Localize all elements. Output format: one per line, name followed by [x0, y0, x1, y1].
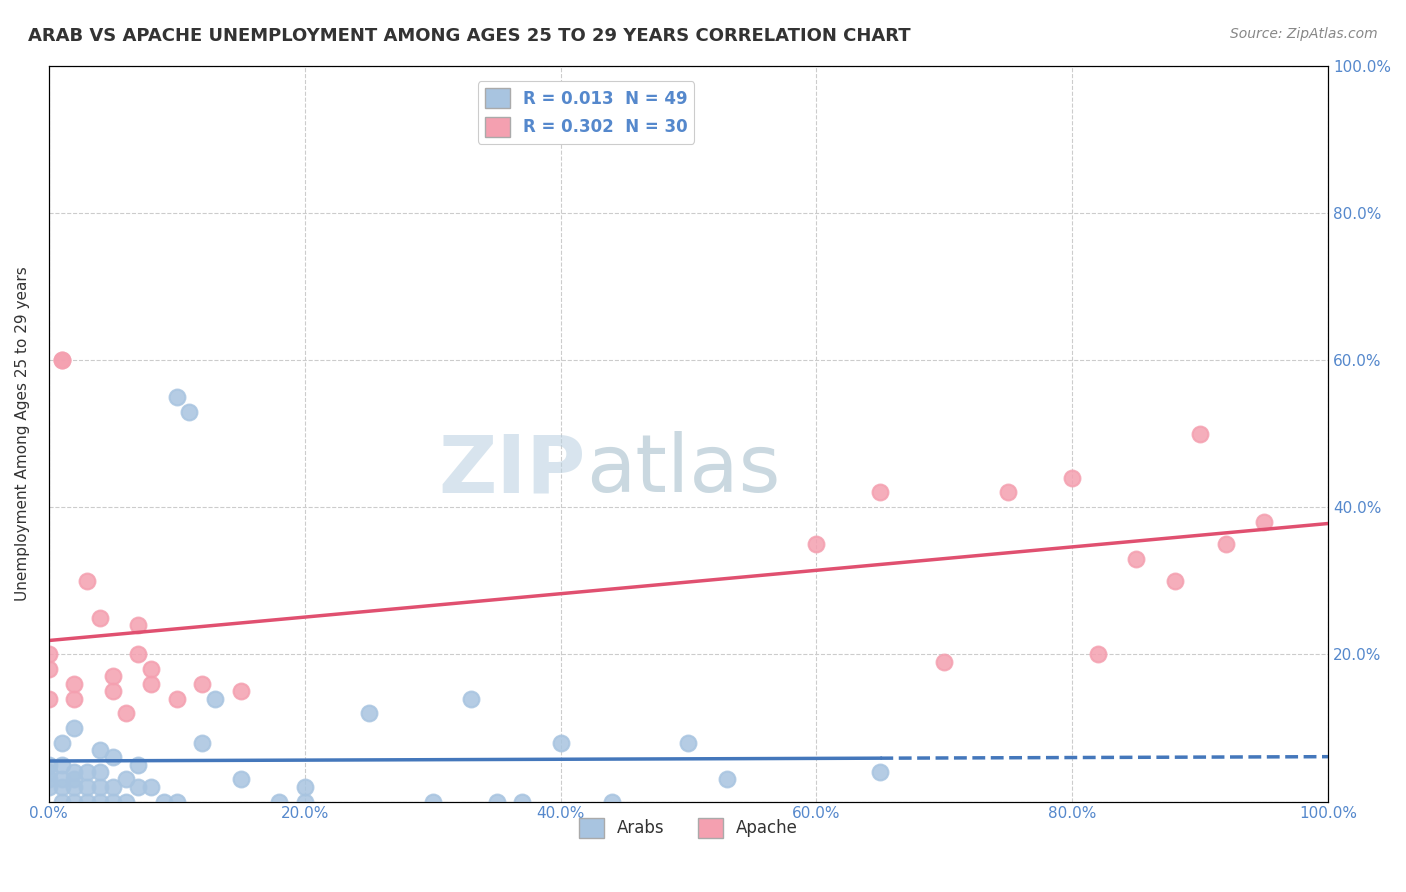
Point [101, 750, 124, 764]
Point [63, 772, 86, 787]
Point [63, 765, 86, 780]
Point [166, 691, 188, 706]
Point [229, 684, 252, 698]
Point [806, 537, 828, 551]
Point [869, 485, 891, 500]
Point [51, 772, 73, 787]
Point [1062, 471, 1084, 485]
Text: atlas: atlas [586, 432, 780, 509]
Point [114, 706, 136, 721]
Point [38, 765, 60, 780]
Point [869, 765, 891, 780]
Point [934, 655, 956, 669]
Point [1163, 574, 1185, 588]
Point [101, 795, 124, 809]
Point [63, 780, 86, 794]
Point [63, 795, 86, 809]
Point [153, 795, 176, 809]
Text: ARAB VS APACHE UNEMPLOYMENT AMONG AGES 25 TO 29 YEARS CORRELATION CHART: ARAB VS APACHE UNEMPLOYMENT AMONG AGES 2… [28, 27, 911, 45]
Point [51, 736, 73, 750]
Point [204, 691, 226, 706]
Point [191, 736, 214, 750]
Point [89, 765, 111, 780]
Point [294, 780, 316, 794]
Point [179, 404, 201, 418]
Point [89, 743, 111, 757]
Point [716, 772, 738, 787]
Point [229, 772, 252, 787]
Point [76, 795, 98, 809]
Point [1087, 648, 1109, 662]
Point [294, 795, 316, 809]
Point [1125, 551, 1147, 566]
Point [63, 677, 86, 691]
Point [191, 677, 214, 691]
Point [51, 780, 73, 794]
Point [114, 795, 136, 809]
Point [89, 780, 111, 794]
Point [89, 795, 111, 809]
Legend: Arabs, Apache: Arabs, Apache [572, 811, 804, 845]
Point [1189, 426, 1212, 441]
Point [139, 780, 162, 794]
Point [51, 353, 73, 368]
Text: Source: ZipAtlas.com: Source: ZipAtlas.com [1230, 27, 1378, 41]
Point [101, 780, 124, 794]
Point [127, 757, 149, 772]
Point [166, 795, 188, 809]
Point [600, 795, 623, 809]
Point [89, 610, 111, 624]
Point [357, 706, 380, 721]
Point [550, 736, 572, 750]
Point [51, 353, 73, 368]
Point [114, 772, 136, 787]
Point [678, 736, 700, 750]
Point [1253, 515, 1275, 529]
Point [63, 691, 86, 706]
Point [127, 618, 149, 632]
Point [127, 780, 149, 794]
Point [51, 795, 73, 809]
Point [127, 648, 149, 662]
Point [38, 648, 60, 662]
Point [1215, 537, 1237, 551]
Point [38, 691, 60, 706]
Point [166, 390, 188, 404]
Point [76, 765, 98, 780]
Point [485, 795, 508, 809]
Point [139, 677, 162, 691]
Point [101, 684, 124, 698]
Point [460, 691, 482, 706]
Point [997, 485, 1019, 500]
Point [38, 772, 60, 787]
Point [63, 721, 86, 735]
Y-axis label: Unemployment Among Ages 25 to 29 years: Unemployment Among Ages 25 to 29 years [15, 266, 30, 601]
Point [76, 574, 98, 588]
Text: ZIP: ZIP [439, 432, 586, 509]
Point [76, 780, 98, 794]
Point [510, 795, 533, 809]
Point [267, 795, 290, 809]
Point [101, 669, 124, 683]
Point [38, 662, 60, 676]
Point [38, 780, 60, 794]
Point [139, 662, 162, 676]
Point [422, 795, 444, 809]
Point [51, 757, 73, 772]
Point [38, 757, 60, 772]
